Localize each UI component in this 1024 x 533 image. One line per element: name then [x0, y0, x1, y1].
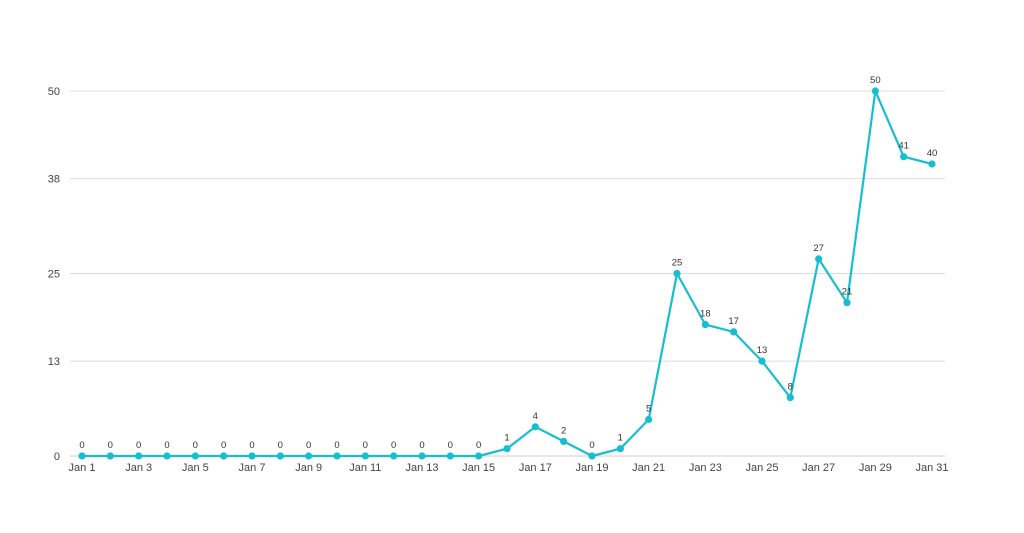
data-point: [758, 357, 766, 365]
x-tick-label: Jan 23: [689, 462, 722, 474]
data-point: [305, 452, 313, 460]
data-point: [106, 452, 114, 460]
data-label: 0: [79, 440, 84, 451]
data-point: [220, 452, 228, 460]
x-tick-label: Jan 19: [575, 462, 608, 474]
data-point: [418, 452, 426, 460]
data-label: 0: [419, 440, 424, 451]
data-label: 27: [813, 243, 824, 254]
x-tick-label: Jan 5: [182, 462, 209, 474]
data-label: 0: [221, 440, 226, 451]
data-label: 8: [788, 382, 793, 393]
data-point: [390, 452, 398, 460]
x-tick-label: Jan 7: [239, 462, 266, 474]
data-point: [531, 423, 539, 431]
y-tick-label: 13: [48, 356, 60, 368]
data-point: [333, 452, 341, 460]
x-tick-label: Jan 29: [859, 462, 892, 474]
data-point: [730, 328, 738, 336]
y-tick-label: 38: [48, 174, 60, 186]
data-point: [645, 415, 653, 424]
x-tick-label: Jan 15: [462, 462, 495, 474]
data-point: [446, 452, 454, 460]
data-label: 1: [504, 433, 509, 444]
data-label: 4: [533, 411, 538, 422]
x-tick-label: Jan 3: [125, 462, 152, 474]
data-point: [475, 452, 483, 460]
data-label: 0: [476, 440, 481, 451]
data-label: 0: [164, 440, 169, 451]
data-label: 0: [363, 440, 368, 451]
data-point: [673, 269, 681, 278]
data-label: 0: [278, 440, 283, 451]
x-tick-label: Jan 25: [745, 462, 778, 474]
x-tick-label: Jan 13: [405, 462, 438, 474]
data-point: [843, 299, 851, 307]
data-label: 0: [334, 440, 339, 451]
data-point: [503, 445, 511, 453]
data-point: [78, 452, 86, 460]
data-label: 5: [646, 404, 651, 415]
data-point: [871, 87, 879, 95]
x-tick-label: Jan 1: [69, 462, 96, 474]
data-point: [560, 437, 568, 445]
data-label: 0: [589, 440, 594, 451]
data-label: 0: [448, 440, 453, 451]
data-label: 0: [136, 440, 141, 451]
x-tick-label: Jan 31: [915, 462, 948, 474]
data-label: 0: [193, 440, 198, 451]
data-label: 17: [728, 316, 739, 327]
data-label: 0: [306, 440, 311, 451]
data-point: [928, 160, 936, 168]
y-tick-label: 50: [48, 86, 60, 98]
data-label: 2: [561, 425, 566, 436]
data-label: 50: [870, 75, 881, 86]
data-point: [361, 452, 369, 460]
data-label: 0: [249, 440, 254, 451]
data-point: [815, 255, 823, 263]
data-label: 0: [391, 440, 396, 451]
data-point: [588, 452, 596, 460]
y-tick-label: 25: [48, 269, 60, 281]
data-label: 13: [757, 345, 768, 356]
y-tick-label: 0: [54, 451, 60, 463]
data-point: [701, 321, 709, 329]
data-point: [248, 452, 256, 460]
data-label: 18: [700, 309, 711, 320]
data-point: [616, 445, 624, 453]
data-point: [786, 394, 794, 402]
data-point: [276, 452, 284, 460]
data-point: [191, 452, 199, 460]
data-label: 1: [618, 433, 623, 444]
data-point: [163, 452, 171, 460]
x-tick-label: Jan 17: [519, 462, 552, 474]
data-point: [135, 452, 143, 460]
data-label: 0: [108, 440, 113, 451]
x-tick-label: Jan 27: [802, 462, 835, 474]
x-tick-label: Jan 11: [349, 462, 381, 474]
data-label: 40: [927, 148, 938, 159]
x-tick-label: Jan 9: [295, 462, 322, 474]
data-point: [900, 153, 908, 161]
data-label: 25: [672, 258, 683, 269]
data-label: 41: [898, 141, 909, 152]
data-label: 21: [842, 287, 853, 298]
x-tick-label: Jan 21: [632, 462, 665, 474]
